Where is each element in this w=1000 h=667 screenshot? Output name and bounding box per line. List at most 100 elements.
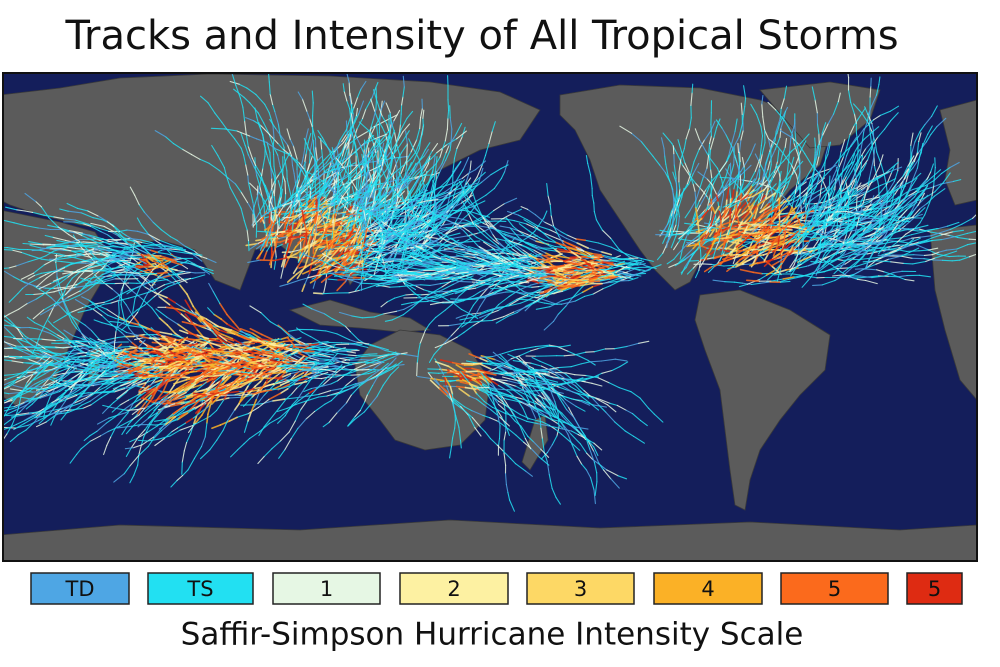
storm-track-segment xyxy=(286,203,293,211)
storm-track-segment xyxy=(301,240,306,254)
storm-track-segment xyxy=(872,217,888,220)
storm-track-segment xyxy=(268,81,271,95)
storm-track-segment xyxy=(273,256,277,270)
storm-track-segment xyxy=(243,154,247,165)
storm-track-segment xyxy=(334,203,339,219)
storm-track-segment xyxy=(465,187,475,196)
storm-track-segment xyxy=(409,151,417,161)
storm-track-segment xyxy=(346,141,350,150)
storm-track-segment xyxy=(444,186,453,193)
storm-track-segment xyxy=(368,176,374,187)
storm-track-segment xyxy=(398,199,408,209)
storm-track-segment xyxy=(485,187,495,196)
storm-track-segment xyxy=(387,250,396,263)
storm-track-segment xyxy=(265,191,270,201)
storm-track-segment xyxy=(513,208,522,214)
storm-track-segment xyxy=(924,240,933,242)
storm-track-segment xyxy=(240,207,245,222)
storm-track-segment xyxy=(356,118,364,130)
storm-track-segment xyxy=(315,237,323,244)
storm-track-segment xyxy=(306,181,309,195)
storm-track-segment xyxy=(389,160,393,174)
storm-track-segment xyxy=(441,226,455,231)
storm-track-segment xyxy=(214,112,223,123)
storm-track-segment xyxy=(378,112,382,124)
storm-track-segment xyxy=(675,177,678,192)
storm-track-segment xyxy=(392,222,407,226)
storm-track-segment xyxy=(390,191,402,200)
storm-track-segment xyxy=(247,240,250,252)
storm-track-segment xyxy=(430,152,438,160)
storm-track-segment xyxy=(302,268,315,275)
storm-tracks xyxy=(3,73,977,512)
storm-track-segment xyxy=(391,214,401,220)
storm-track-segment xyxy=(429,283,441,286)
storm-track-segment xyxy=(375,86,378,98)
storm-track-segment xyxy=(446,117,449,130)
storm-track-segment xyxy=(279,134,285,149)
storm-track-segment xyxy=(390,120,395,130)
storm-track-segment xyxy=(304,168,312,180)
storm-track-segment xyxy=(436,144,448,154)
storm-track-segment xyxy=(739,191,742,205)
storm-track-segment xyxy=(389,286,400,288)
storm-track-segment xyxy=(337,169,344,177)
storm-track-segment xyxy=(278,168,284,176)
storm-track-segment xyxy=(259,184,263,199)
storm-track-segment xyxy=(384,140,389,150)
storm-track-segment xyxy=(449,117,453,130)
storm-track-segment xyxy=(746,279,761,282)
storm-track-segment xyxy=(415,209,422,217)
storm-track-segment xyxy=(831,243,841,245)
storm-track-segment xyxy=(297,252,303,262)
storm-track-segment xyxy=(316,229,326,232)
storm-track-segment xyxy=(272,137,275,148)
storm-track-segment xyxy=(360,174,368,189)
storm-track-segment xyxy=(268,199,271,211)
storm-track-segment xyxy=(481,174,492,183)
storm-track-segment xyxy=(381,126,387,135)
storm-track-segment xyxy=(324,168,336,174)
storm-track-segment xyxy=(251,157,257,166)
storm-track-segment xyxy=(360,169,372,177)
storm-track-segment xyxy=(353,96,359,109)
storm-track-segment xyxy=(257,112,265,124)
storm-track-segment xyxy=(297,163,303,172)
storm-track-segment xyxy=(376,201,385,208)
storm-track-segment xyxy=(334,246,347,250)
storm-track-segment xyxy=(408,164,417,175)
storm-track-segment xyxy=(454,235,469,239)
storm-track-segment xyxy=(462,185,477,191)
storm-track-segment xyxy=(360,186,368,194)
storm-track-segment xyxy=(326,196,335,203)
storm-track-segment xyxy=(702,263,713,265)
storm-track-segment xyxy=(343,90,348,102)
storm-track-segment xyxy=(327,205,332,219)
storm-track-segment xyxy=(402,75,405,88)
storm-track-segment xyxy=(276,230,287,234)
storm-track-segment xyxy=(313,244,322,250)
storm-track-segment xyxy=(415,285,425,291)
storm-track-segment xyxy=(492,218,504,227)
storm-track-segment xyxy=(280,188,284,198)
storm-track-segment xyxy=(199,158,210,164)
storm-track-segment xyxy=(244,120,247,135)
storm-track-segment xyxy=(403,282,417,291)
storm-track-segment xyxy=(329,206,342,213)
storm-track-segment xyxy=(429,238,440,246)
storm-track-segment xyxy=(290,206,293,216)
storm-track-segment xyxy=(364,219,367,234)
africa-west xyxy=(929,224,977,401)
storm-track-segment xyxy=(461,126,466,138)
storm-track-segment xyxy=(317,162,327,171)
storm-track-segment xyxy=(270,210,273,221)
storm-track-segment xyxy=(758,169,761,179)
storm-track-segment xyxy=(418,183,422,194)
storm-track-segment xyxy=(287,227,298,236)
storm-track-segment xyxy=(401,181,409,190)
storm-track-segment xyxy=(732,239,744,242)
storm-track-segment xyxy=(357,88,362,98)
storm-track-segment xyxy=(502,212,515,220)
storm-track-segment xyxy=(434,170,441,185)
storm-track-segment xyxy=(421,159,428,170)
